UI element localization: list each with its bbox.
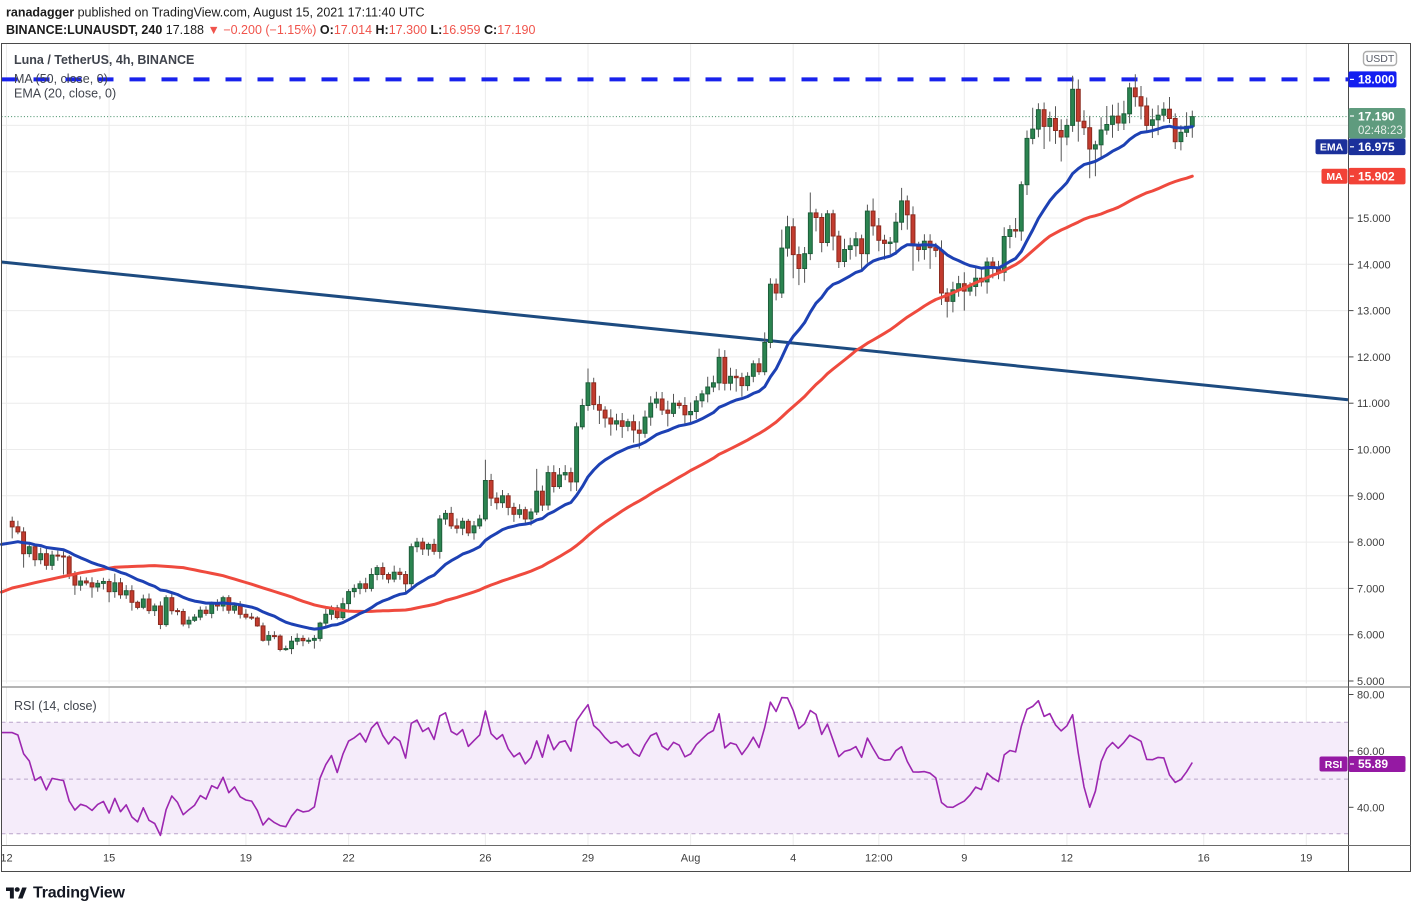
- svg-text:19: 19: [240, 853, 252, 865]
- svg-text:60.00: 60.00: [1357, 746, 1385, 758]
- svg-text:Aug: Aug: [681, 853, 701, 865]
- svg-text:9.000: 9.000: [1357, 491, 1385, 503]
- svg-text:19: 19: [1300, 853, 1312, 865]
- svg-text:26: 26: [479, 853, 491, 865]
- svg-text:12: 12: [1061, 853, 1073, 865]
- svg-text:12.000: 12.000: [1357, 352, 1391, 364]
- svg-text:MA (50, close, 0): MA (50, close, 0): [14, 72, 108, 86]
- svg-text:15: 15: [103, 853, 115, 865]
- svg-text:02:48:23: 02:48:23: [1358, 125, 1403, 137]
- svg-text:EMA: EMA: [1320, 142, 1344, 154]
- svg-text:Luna / TetherUS, 4h, BINANCE: Luna / TetherUS, 4h, BINANCE: [14, 53, 194, 67]
- svg-text:18.000: 18.000: [1358, 73, 1395, 87]
- svg-text:80.00: 80.00: [1357, 690, 1385, 702]
- svg-text:BINANCE:LUNAUSDT, 240 17.188 ▼: BINANCE:LUNAUSDT, 240 17.188 ▼ −0.200 (−…: [6, 23, 535, 37]
- svg-text:MA: MA: [1326, 171, 1343, 183]
- svg-text:4: 4: [790, 853, 796, 865]
- svg-text:29: 29: [582, 853, 594, 865]
- svg-text:22: 22: [342, 853, 354, 865]
- svg-text:16: 16: [1198, 853, 1210, 865]
- svg-text:RSI (14, close): RSI (14, close): [14, 699, 97, 713]
- svg-text:7.000: 7.000: [1357, 583, 1385, 595]
- svg-text:15.902: 15.902: [1358, 169, 1395, 183]
- svg-text:40.00: 40.00: [1357, 802, 1385, 814]
- svg-text:17.190: 17.190: [1358, 109, 1395, 123]
- svg-text:ranadagger published on Tradin: ranadagger published on TradingView.com,…: [6, 6, 425, 20]
- svg-text:6.000: 6.000: [1357, 630, 1385, 642]
- svg-text:13.000: 13.000: [1357, 306, 1391, 318]
- svg-text:8.000: 8.000: [1357, 537, 1385, 549]
- svg-text:11.000: 11.000: [1357, 398, 1390, 410]
- svg-text:USDT: USDT: [1366, 53, 1395, 65]
- svg-text:15.000: 15.000: [1357, 213, 1391, 225]
- svg-text:55.89: 55.89: [1358, 757, 1388, 771]
- svg-text:12: 12: [0, 853, 12, 865]
- svg-text:TradingView: TradingView: [33, 885, 126, 902]
- svg-text:EMA (20, close, 0): EMA (20, close, 0): [14, 87, 116, 101]
- svg-text:5.000: 5.000: [1357, 676, 1385, 688]
- svg-text:10.000: 10.000: [1357, 445, 1391, 457]
- svg-text:RSI: RSI: [1325, 759, 1343, 771]
- svg-text:14.000: 14.000: [1357, 259, 1391, 271]
- svg-text:16.975: 16.975: [1358, 140, 1395, 154]
- svg-text:9: 9: [961, 853, 967, 865]
- svg-text:12:00: 12:00: [865, 853, 893, 865]
